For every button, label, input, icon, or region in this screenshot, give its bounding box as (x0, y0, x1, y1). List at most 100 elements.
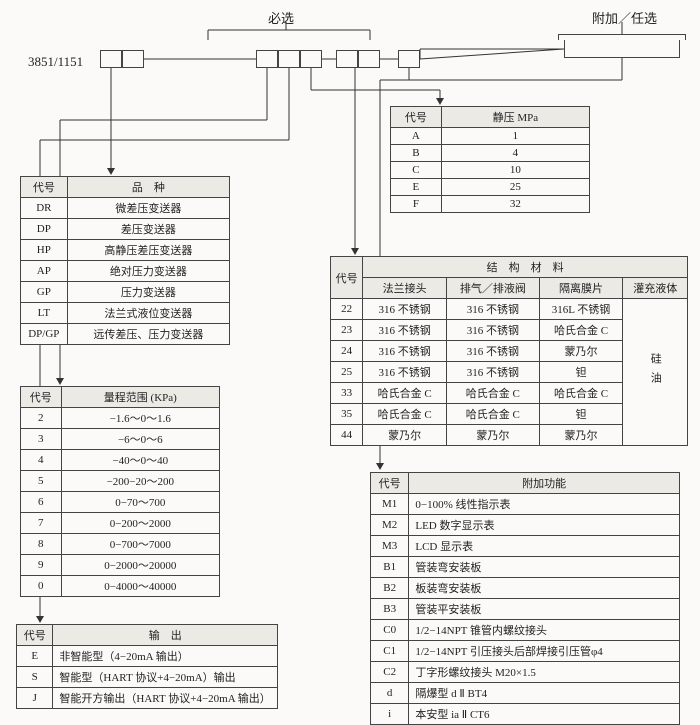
cell: −40～0～40 (61, 450, 219, 471)
cell: 非智能型（4−20mA 输出） (53, 646, 278, 667)
cell: GP (21, 282, 68, 303)
col-header: 量程范围 (KPa) (61, 387, 219, 408)
label-required: 必选 (268, 8, 294, 27)
cell: 44 (331, 425, 363, 446)
cell: 316 不锈钢 (447, 299, 539, 320)
cell: LCD 显示表 (409, 536, 680, 557)
cell: M1 (371, 494, 409, 515)
cell: B (391, 145, 442, 162)
table-range: 代号量程范围 (KPa)2−1.6～0～1.63−6～0～64−40～0～405… (20, 386, 220, 597)
cell: 本安型 ia Ⅱ CT6 (409, 704, 680, 725)
cell: J (17, 688, 53, 709)
cell: A (391, 128, 442, 145)
cell: 22 (331, 299, 363, 320)
slot-box (336, 50, 358, 68)
cell: 23 (331, 320, 363, 341)
cell: C (391, 162, 442, 179)
cell: 隔爆型 d Ⅱ BT4 (409, 683, 680, 704)
cell: 32 (441, 196, 589, 213)
cell: 25 (441, 179, 589, 196)
col-header: 代号 (21, 387, 62, 408)
cell: 316 不锈钢 (447, 362, 539, 383)
col-header: 代号 (331, 257, 363, 299)
cell: DR (21, 198, 68, 219)
cell: 0−100% 线性指示表 (409, 494, 680, 515)
cell: 0−700～7000 (61, 534, 219, 555)
cell: LED 数字显示表 (409, 515, 680, 536)
table-product-type: 代号品 种DR微差压变送器DP差压变送器HP高静压差压变送器AP绝对压力变送器G… (20, 176, 230, 345)
col-header: 输 出 (53, 625, 278, 646)
cell: 316 不锈钢 (447, 320, 539, 341)
cell: 0−200～2000 (61, 513, 219, 534)
cell: 蒙乃尔 (447, 425, 539, 446)
cell: B2 (371, 578, 409, 599)
cell: −6～0～6 (61, 429, 219, 450)
cell: 管装弯安装板 (409, 557, 680, 578)
slot-box (100, 50, 122, 68)
cell: 10 (441, 162, 589, 179)
cell: 差压变送器 (67, 219, 229, 240)
col-subheader: 法兰接头 (363, 278, 447, 299)
cell: E (17, 646, 53, 667)
model-number: 3851/1151 (28, 54, 83, 70)
cell: DP/GP (21, 324, 68, 345)
cell: 6 (21, 492, 62, 513)
slot-box (122, 50, 144, 68)
cell-fill: 硅油 (623, 299, 688, 446)
label-optional: 附加／任选 (592, 8, 657, 27)
cell: 绝对压力变送器 (67, 261, 229, 282)
cell: 1 (441, 128, 589, 145)
cell: −200−20～200 (61, 471, 219, 492)
col-subheader: 排气／排液阀 (447, 278, 539, 299)
col-subheader: 隔离膜片 (539, 278, 623, 299)
cell: C2 (371, 662, 409, 683)
cell: 316 不锈钢 (363, 320, 447, 341)
col-header: 代号 (17, 625, 53, 646)
cell: 2 (21, 408, 62, 429)
cell: d (371, 683, 409, 704)
cell: M3 (371, 536, 409, 557)
cell: 压力变送器 (67, 282, 229, 303)
cell: 4 (441, 145, 589, 162)
table-title: 结 构 材 料 (363, 257, 688, 278)
cell: B1 (371, 557, 409, 578)
cell: 远传差压、压力变送器 (67, 324, 229, 345)
cell: HP (21, 240, 68, 261)
slot-box (256, 50, 278, 68)
cell: 0−70～700 (61, 492, 219, 513)
col-header: 附加功能 (409, 473, 680, 494)
cell: E (391, 179, 442, 196)
cell: 33 (331, 383, 363, 404)
col-header: 代号 (21, 177, 68, 198)
cell: 316 不锈钢 (363, 341, 447, 362)
cell: 板装弯安装板 (409, 578, 680, 599)
col-subheader: 灌充液体 (623, 278, 688, 299)
cell: 智能开方输出（HART 协议+4−20mA 输出） (53, 688, 278, 709)
cell: 蒙乃尔 (539, 425, 623, 446)
slot-box (358, 50, 380, 68)
cell: 7 (21, 513, 62, 534)
table-additional: 代号附加功能M10−100% 线性指示表M2LED 数字显示表M3LCD 显示表… (370, 472, 680, 725)
cell: 316L 不锈钢 (539, 299, 623, 320)
cell: −1.6～0～1.6 (61, 408, 219, 429)
cell: 316 不锈钢 (363, 362, 447, 383)
cell: 微差压变送器 (67, 198, 229, 219)
cell: 哈氏合金 C (363, 404, 447, 425)
cell: B3 (371, 599, 409, 620)
cell: 哈氏合金 C (447, 383, 539, 404)
cell: C0 (371, 620, 409, 641)
cell: 管装平安装板 (409, 599, 680, 620)
slot-box (278, 50, 300, 68)
cell: 0−2000～20000 (61, 555, 219, 576)
cell: DP (21, 219, 68, 240)
cell: 24 (331, 341, 363, 362)
cell: i (371, 704, 409, 725)
cell: 316 不锈钢 (363, 299, 447, 320)
cell: 5 (21, 471, 62, 492)
cell: 哈氏合金 C (447, 404, 539, 425)
slot-box (300, 50, 322, 68)
cell: 丁字形螺纹接头 M20×1.5 (409, 662, 680, 683)
cell: 高静压差压变送器 (67, 240, 229, 261)
cell: 3 (21, 429, 62, 450)
cell: 25 (331, 362, 363, 383)
